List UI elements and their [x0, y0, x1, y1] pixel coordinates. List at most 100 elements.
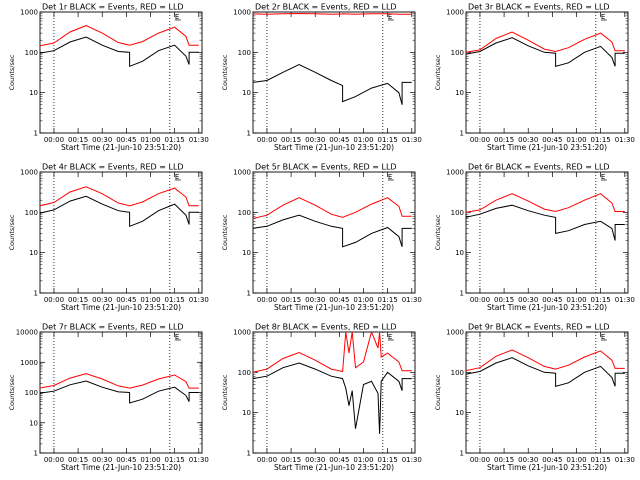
- x-tick-label: 00:45: [329, 296, 349, 304]
- series-line-lld: [466, 193, 625, 213]
- x-tick-label: 01:30: [402, 136, 422, 144]
- event-marker-label: E: [175, 333, 179, 341]
- series-line-events: [40, 36, 199, 68]
- x-tick-label: 01:00: [353, 136, 373, 144]
- panel-title: Det 6r BLACK = Events, RED = LLD: [468, 163, 610, 172]
- event-marker-label: E: [388, 13, 392, 21]
- x-tick-label: 00:30: [518, 456, 538, 464]
- x-tick-label: 00:30: [305, 136, 325, 144]
- x-axis-label: Start Time (21-Jun-10 23:51:20): [274, 463, 394, 472]
- y-tick-label: 100: [25, 389, 38, 397]
- x-axis-label: Start Time (21-Jun-10 23:51:20): [487, 303, 607, 312]
- x-tick-label: 01:00: [140, 136, 160, 144]
- x-tick-label: 01:15: [591, 136, 611, 144]
- panel-title: Det 7r BLACK = Events, RED = LLD: [42, 323, 184, 332]
- event-marker-label: E: [601, 173, 605, 181]
- x-tick-label: 01:30: [189, 296, 209, 304]
- series-line-events: [253, 362, 412, 434]
- x-tick-label: 00:45: [542, 296, 562, 304]
- x-tick-label: 00:30: [92, 456, 112, 464]
- y-axis-label: Counts/sec: [8, 214, 16, 250]
- x-tick-label: 00:30: [92, 296, 112, 304]
- x-axis-label: Start Time (21-Jun-10 23:51:20): [61, 143, 181, 152]
- y-tick-label: 100: [238, 49, 251, 57]
- y-tick-label: 100: [451, 209, 464, 217]
- y-tick-label: 1000: [446, 329, 464, 337]
- y-axis-label: Counts/sec: [221, 374, 229, 410]
- y-axis-label: Counts/sec: [434, 214, 442, 250]
- series-line-lld: [40, 186, 199, 207]
- y-axis-label: Counts/sec: [221, 54, 229, 90]
- panel-title: Det 1r BLACK = Events, RED = LLD: [42, 3, 184, 12]
- y-axis-label: Counts/sec: [8, 374, 16, 410]
- x-tick-label: 00:00: [257, 296, 277, 304]
- x-tick-label: 01:15: [591, 296, 611, 304]
- y-axis-label: Counts/sec: [434, 374, 442, 410]
- series-line-lld: [466, 31, 625, 53]
- x-tick-label: 00:45: [329, 456, 349, 464]
- x-tick-label: 00:00: [44, 136, 64, 144]
- x-tick-label: 01:30: [189, 136, 209, 144]
- x-tick-label: 01:30: [189, 456, 209, 464]
- y-tick-label: 10000: [16, 329, 38, 337]
- plot-frame: [465, 331, 629, 454]
- y-tick-label: 1: [460, 450, 464, 458]
- x-tick-label: 00:30: [92, 136, 112, 144]
- series-line-lld: [253, 12, 412, 15]
- x-axis-label: Start Time (21-Jun-10 23:51:20): [487, 463, 607, 472]
- x-tick-label: 01:15: [378, 136, 398, 144]
- x-tick-label: 01:15: [591, 456, 611, 464]
- x-tick-label: 01:30: [615, 456, 635, 464]
- y-tick-label: 1: [34, 290, 38, 298]
- x-tick-label: 00:45: [542, 456, 562, 464]
- y-tick-label: 10: [29, 419, 38, 427]
- y-tick-label: 100: [451, 49, 464, 57]
- x-tick-label: 00:15: [494, 456, 514, 464]
- x-tick-label: 00:45: [542, 136, 562, 144]
- x-tick-label: 00:00: [257, 136, 277, 144]
- x-axis-label: Start Time (21-Jun-10 23:51:20): [274, 143, 394, 152]
- y-tick-label: 1: [460, 290, 464, 298]
- x-axis-label: Start Time (21-Jun-10 23:51:20): [487, 143, 607, 152]
- series-line-lld: [253, 197, 412, 219]
- x-tick-label: 00:30: [518, 296, 538, 304]
- x-tick-label: 00:30: [305, 456, 325, 464]
- series-line-lld: [466, 349, 625, 372]
- panel-title: Det 3r BLACK = Events, RED = LLD: [468, 3, 610, 12]
- x-tick-label: 00:00: [470, 456, 490, 464]
- x-tick-label: 00:15: [281, 136, 301, 144]
- y-tick-label: 1000: [233, 9, 251, 17]
- y-tick-label: 1000: [20, 359, 38, 367]
- x-tick-label: 01:00: [566, 456, 586, 464]
- y-tick-label: 1000: [446, 169, 464, 177]
- x-tick-label: 01:00: [353, 456, 373, 464]
- x-tick-label: 00:15: [68, 296, 88, 304]
- plot-frame: [252, 11, 416, 134]
- y-tick-label: 10: [455, 89, 464, 97]
- series-line-events: [40, 380, 199, 404]
- y-tick-label: 10: [242, 249, 251, 257]
- y-tick-label: 1: [34, 130, 38, 138]
- y-tick-label: 10: [455, 409, 464, 417]
- y-tick-label: 10: [242, 409, 251, 417]
- x-tick-label: 00:00: [257, 456, 277, 464]
- x-tick-label: 01:30: [615, 136, 635, 144]
- y-tick-label: 100: [238, 369, 251, 377]
- x-tick-label: 00:00: [44, 456, 64, 464]
- y-tick-label: 10: [242, 89, 251, 97]
- x-tick-label: 00:15: [281, 296, 301, 304]
- x-tick-label: 00:00: [44, 296, 64, 304]
- y-tick-label: 1000: [20, 169, 38, 177]
- y-tick-label: 1000: [233, 329, 251, 337]
- y-tick-label: 1000: [233, 169, 251, 177]
- series-line-events: [40, 195, 199, 228]
- series-line-lld: [40, 373, 199, 389]
- x-tick-label: 01:00: [566, 296, 586, 304]
- plot-frame: [252, 171, 416, 294]
- y-tick-label: 100: [238, 209, 251, 217]
